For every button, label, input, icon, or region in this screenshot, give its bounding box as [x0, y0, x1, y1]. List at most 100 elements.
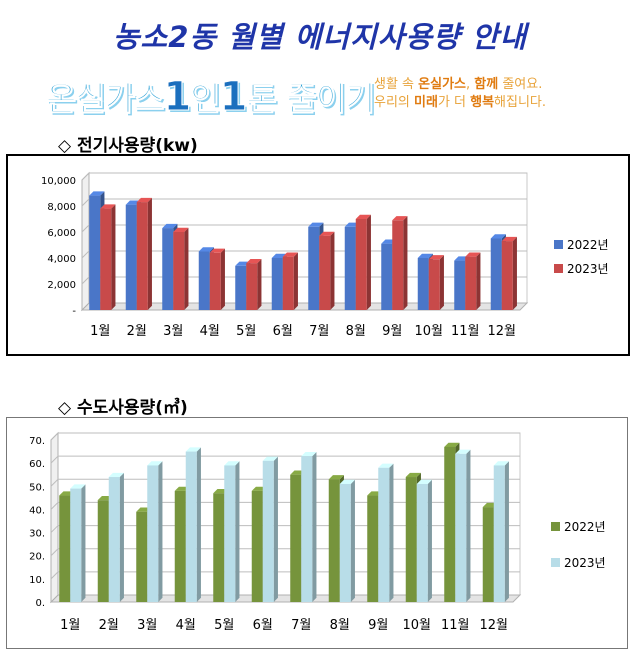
- bar-face: [173, 232, 185, 310]
- x-tick-label: 3월: [163, 324, 183, 339]
- y-tick-label: 8,000: [47, 202, 76, 213]
- bar-side: [466, 449, 471, 602]
- bar-face: [344, 226, 356, 310]
- bar: [501, 236, 517, 310]
- bar: [465, 252, 481, 310]
- y-tick-label: 2,000: [47, 280, 76, 291]
- bar-top: [339, 479, 355, 484]
- x-tick-label: 10월: [414, 324, 443, 339]
- legend-item: 2022년: [551, 520, 606, 534]
- bar-face: [136, 511, 148, 602]
- x-tick-label: 12월: [479, 618, 508, 633]
- caption-emphasis: 온실가스: [418, 77, 466, 92]
- bar-side: [235, 461, 240, 602]
- y-tick-label: 10,000: [41, 176, 76, 187]
- caption-text: 줄여요.: [498, 77, 543, 92]
- slogan-part3: 톤 줄이기: [246, 79, 376, 119]
- bar-top: [308, 222, 324, 227]
- bar-face: [301, 456, 313, 602]
- bar-face: [89, 195, 101, 310]
- caption-text: 생활 속: [374, 77, 419, 92]
- bar: [416, 479, 432, 602]
- bar-face: [378, 467, 390, 602]
- x-tick-label: 6월: [253, 618, 273, 633]
- bar-face: [185, 451, 197, 602]
- x-tick-label: 4월: [176, 618, 196, 633]
- x-tick-label: 12월: [487, 324, 516, 339]
- bar-side: [257, 259, 262, 310]
- bar-side: [476, 252, 481, 310]
- bar: [147, 461, 163, 602]
- bar-face: [328, 479, 340, 602]
- bar-face: [417, 258, 429, 310]
- x-tick-label: 7월: [309, 324, 329, 339]
- bar: [428, 255, 444, 310]
- legend-label: 2022년: [567, 238, 609, 252]
- water-section-title: ◇ 수도사용량(㎥): [58, 398, 188, 418]
- x-tick-label: 11월: [441, 618, 470, 633]
- bar-face: [136, 202, 148, 310]
- plot-area: 0. 10. 20. 30. 40. 50. 60. 70.: [29, 431, 522, 609]
- bar-side: [273, 456, 278, 602]
- bar-top: [282, 252, 298, 257]
- gridline: [81, 250, 527, 259]
- bar-side: [147, 197, 152, 310]
- bar: [455, 449, 471, 602]
- bar-face: [428, 259, 440, 310]
- bar: [262, 456, 278, 602]
- bar-side: [350, 479, 355, 602]
- bar: [246, 259, 262, 310]
- bar-top: [262, 456, 278, 461]
- y-tick-label: 10.: [29, 575, 45, 586]
- bar-side: [512, 236, 517, 310]
- slogan-part1: 온실가스: [45, 79, 164, 119]
- bar-face: [174, 490, 186, 602]
- legend-item: 2023년: [554, 262, 609, 276]
- bar-face: [319, 235, 331, 310]
- bar: [355, 214, 371, 310]
- legend-swatch: [551, 522, 560, 531]
- bar-side: [389, 463, 394, 602]
- y-tick-label: 60.: [29, 459, 45, 470]
- y-tick-label: 4,000: [47, 254, 76, 265]
- y-tick-label: 30.: [29, 529, 45, 540]
- bar-face: [100, 208, 112, 310]
- bar-top: [490, 234, 506, 239]
- bar-face: [262, 460, 274, 602]
- bar-side: [119, 472, 124, 602]
- bar-top: [355, 214, 371, 219]
- bar-face: [339, 483, 351, 602]
- bar-face: [147, 465, 159, 602]
- slogan-num2: 1: [219, 74, 248, 121]
- bar: [100, 204, 116, 310]
- bar: [136, 197, 152, 310]
- bar-face: [308, 226, 320, 310]
- bar-face: [251, 490, 263, 602]
- caption-emphasis: 미래: [414, 95, 438, 110]
- bar-top: [209, 248, 225, 253]
- bar-side: [312, 452, 317, 602]
- bar-side: [220, 248, 225, 310]
- x-tick-label: 10월: [402, 618, 431, 633]
- slogan-logo: 온실가스1인1톤 줄이기: [45, 72, 376, 121]
- bar-side: [403, 216, 408, 310]
- bar: [392, 216, 408, 310]
- bar-top: [100, 204, 116, 209]
- bar-top: [378, 463, 394, 468]
- bar-face: [355, 219, 367, 310]
- bar-face: [162, 228, 174, 310]
- bar-top: [493, 461, 509, 466]
- bar-side: [330, 231, 335, 310]
- y-tick-label: 6,000: [47, 228, 76, 239]
- slogan-num1: 1: [163, 74, 192, 121]
- bar-top: [465, 252, 481, 257]
- bar-side: [184, 227, 189, 310]
- bar-face: [392, 220, 404, 310]
- caption-line2: 우리의 미래가 더 행복해집니다.: [374, 94, 574, 112]
- electricity-section-title: ◇ 전기사용량(kw): [58, 136, 198, 156]
- bar: [70, 484, 86, 602]
- legend-item: 2022년: [554, 238, 609, 252]
- x-tick-label: 2월: [99, 618, 119, 633]
- bar-face: [367, 495, 379, 602]
- bar-top: [328, 475, 344, 480]
